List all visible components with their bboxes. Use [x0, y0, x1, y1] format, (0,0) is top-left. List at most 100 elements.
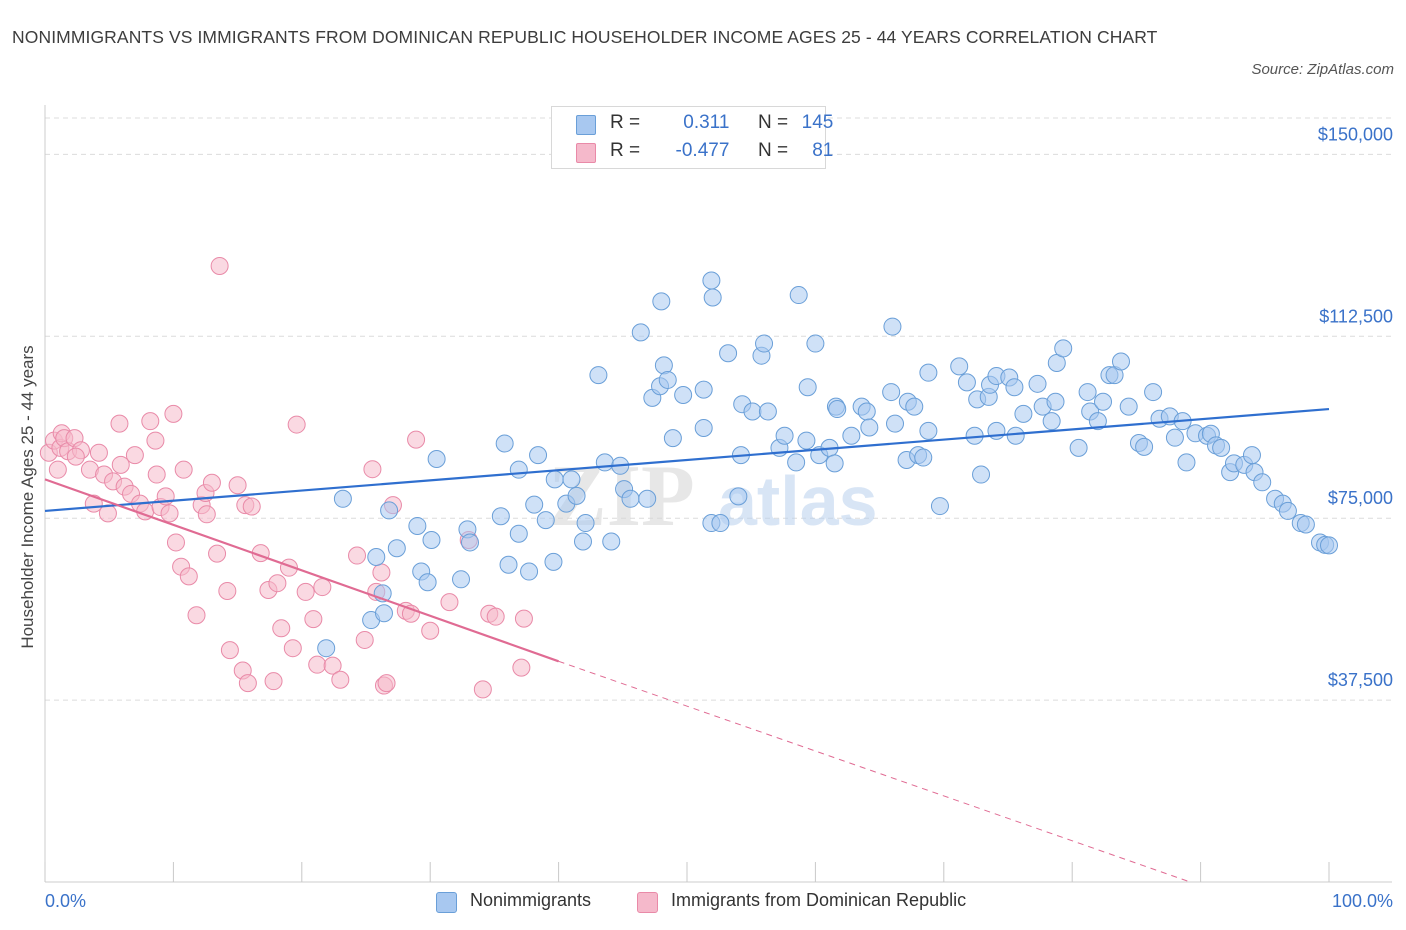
- trend-lines: [44, 407, 1330, 883]
- nonimmigrants-point: [387, 539, 406, 558]
- immigrants-point: [125, 446, 144, 465]
- immigrants-point: [283, 639, 302, 658]
- immigrants-point: [147, 465, 166, 484]
- nonimmigrants-point: [919, 421, 938, 440]
- nonimmigrants-point: [529, 446, 548, 465]
- immigrants-point: [111, 455, 130, 474]
- nonimmigrants-point: [711, 514, 730, 533]
- nonimmigrants-point: [1006, 426, 1025, 445]
- x-tick-label-max: 100.0%: [1331, 891, 1393, 911]
- nonimmigrants-point: [663, 429, 682, 448]
- nonimmigrants-point: [950, 357, 969, 376]
- nonimmigrants-point: [702, 271, 721, 290]
- nonimmigrants-point: [1253, 473, 1272, 492]
- immigrants-point: [377, 674, 396, 693]
- series-legend: Nonimmigrants Immigrants from Dominican …: [0, 889, 1406, 917]
- nonimmigrants-point: [621, 489, 640, 508]
- nonimmigrants-point: [694, 380, 713, 399]
- immigrants-point: [166, 533, 185, 552]
- nonimmigrants-point: [536, 511, 555, 530]
- nonimmigrants-points: [317, 271, 1338, 658]
- immigrants-point: [308, 655, 327, 674]
- nonimmigrants-point: [652, 292, 671, 311]
- immigrants-trend-line-extension: [558, 660, 1191, 883]
- nonimmigrants-point: [674, 385, 693, 404]
- immigrants-point: [174, 460, 193, 479]
- y-tick-label: $37,500: [1328, 670, 1393, 690]
- immigrants-point: [110, 414, 129, 433]
- immigrants-point: [331, 670, 350, 689]
- immigrants-point: [348, 546, 367, 565]
- nonimmigrants-point: [806, 334, 825, 353]
- nonimmigrants-point: [755, 334, 774, 353]
- nonimmigrants-point: [972, 465, 991, 484]
- nonimmigrants-point: [798, 378, 817, 397]
- nonimmigrants-point: [1135, 437, 1154, 456]
- immigrants-point: [440, 593, 459, 612]
- nonimmigrants-point: [743, 402, 762, 421]
- nonimmigrants-point: [1144, 383, 1163, 402]
- legend-swatch-blue: [576, 115, 596, 135]
- nonimmigrants-trend-line: [44, 407, 1330, 513]
- nonimmigrants-point: [418, 573, 437, 592]
- nonimmigrants-point: [694, 418, 713, 437]
- nonimmigrants-point: [930, 497, 949, 516]
- immigrants-point: [202, 473, 221, 492]
- immigrants-point: [210, 256, 229, 275]
- immigrants-point: [296, 582, 315, 601]
- nonimmigrants-point: [427, 450, 446, 469]
- nonimmigrants-point: [461, 533, 480, 552]
- nonimmigrants-point: [703, 288, 722, 307]
- nonimmigrants-point: [1320, 536, 1338, 555]
- immigrants-point: [323, 656, 342, 675]
- immigrants-point: [355, 630, 374, 649]
- nonimmigrants-point: [789, 286, 808, 305]
- nonimmigrants-point: [495, 434, 514, 453]
- nonimmigrants-point: [1177, 453, 1196, 472]
- legend-r-label: R =: [610, 112, 641, 133]
- immigrants-point: [313, 578, 332, 597]
- immigrants-point: [89, 443, 108, 462]
- nonimmigrants-point: [883, 317, 902, 336]
- nonimmigrants-point: [520, 562, 539, 581]
- legend-swatch-immigrants: [637, 892, 658, 913]
- immigrants-point: [141, 412, 160, 431]
- nonimmigrants-point: [1242, 446, 1261, 465]
- immigrants-points: [39, 256, 533, 699]
- nonimmigrants-point: [1005, 378, 1024, 397]
- nonimmigrants-point: [1014, 404, 1033, 423]
- y-tick-label: $75,000: [1328, 488, 1393, 508]
- nonimmigrants-point: [367, 547, 386, 566]
- legend-label-immigrants: Immigrants from Dominican Republic: [671, 890, 967, 910]
- immigrants-point: [238, 674, 257, 693]
- immigrants-trend-line: [44, 478, 559, 663]
- nonimmigrants-point: [787, 453, 806, 472]
- immigrants-point: [486, 607, 505, 626]
- nonimmigrants-point: [857, 402, 876, 421]
- nonimmigrants-point: [828, 400, 847, 419]
- immigrants-point: [197, 505, 216, 524]
- immigrants-point: [164, 404, 183, 423]
- nonimmigrants-point: [408, 516, 427, 535]
- nonimmigrants-point: [1042, 412, 1061, 431]
- nonimmigrants-point: [957, 373, 976, 392]
- nonimmigrants-point: [905, 397, 924, 416]
- immigrants-point: [512, 658, 531, 677]
- nonimmigrants-point: [317, 639, 336, 658]
- immigrants-point: [228, 476, 247, 495]
- nonimmigrants-point: [658, 370, 677, 389]
- correlation-legend: R = 0.311 N = 145 R = -0.477 N = 81: [551, 106, 833, 169]
- nonimmigrants-point: [544, 552, 563, 571]
- nonimmigrants-point: [729, 487, 748, 506]
- nonimmigrants-point: [491, 507, 510, 526]
- nonimmigrants-point: [422, 531, 441, 550]
- nonimmigrants-point: [1278, 501, 1297, 520]
- nonimmigrants-point: [860, 418, 879, 437]
- nonimmigrants-point: [573, 532, 592, 551]
- grid-lines: [45, 117, 1392, 701]
- immigrants-point: [514, 609, 533, 628]
- immigrants-point: [372, 563, 391, 582]
- immigrants-point: [272, 619, 291, 638]
- nonimmigrants-point: [758, 402, 777, 421]
- nonimmigrants-point: [1165, 428, 1184, 447]
